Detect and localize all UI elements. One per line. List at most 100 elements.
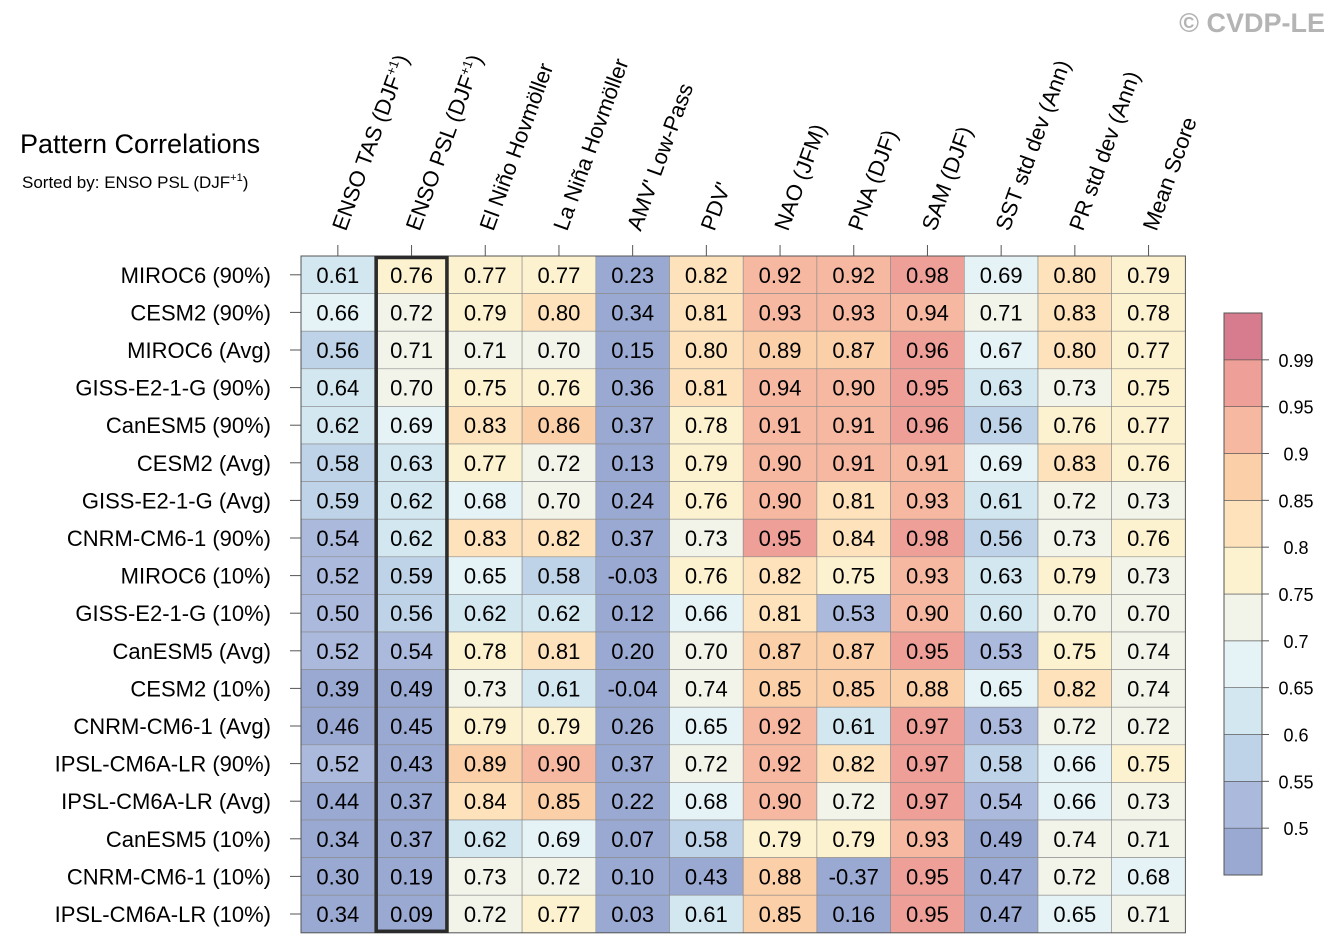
heatmap-cell (1111, 594, 1186, 633)
row-label: MIROC6 (90%) (121, 263, 271, 288)
cell-value: 0.59 (316, 488, 359, 513)
column-label: La Niña Hovmöller (548, 55, 633, 234)
heatmap-cell (595, 631, 670, 670)
cell-value: 0.37 (390, 789, 433, 814)
cell-value: 0.53 (832, 601, 875, 626)
cell-value: 0.82 (759, 564, 802, 589)
cell-value: 0.90 (538, 752, 581, 777)
cell-value: 0.93 (906, 564, 949, 589)
heatmap-cell (669, 782, 744, 821)
cell-value: 0.37 (611, 413, 654, 438)
heatmap-cell (448, 556, 523, 595)
heatmap-cell (742, 594, 818, 633)
cell-value: 0.52 (316, 639, 359, 664)
cell-value: 0.75 (832, 564, 875, 589)
heatmap-cell (448, 857, 523, 896)
heatmap-cell (1037, 706, 1112, 746)
cell-value: 0.70 (538, 488, 581, 513)
cell-value: 0.81 (538, 639, 581, 664)
colorbar: 0.5 0.55 0.6 0.65 0.7 0.75 0.8 0.85 0.9 0.95 0.99 (1223, 312, 1314, 876)
cell-value: 0.96 (906, 413, 949, 438)
heatmap-cell (1037, 819, 1112, 858)
cell-value: 0.73 (464, 864, 507, 889)
cell-value: 0.85 (832, 676, 875, 701)
cell-value: 0.74 (1127, 676, 1170, 701)
heatmap-cell (816, 706, 891, 746)
cell-value: 0.37 (611, 526, 654, 551)
cell-value: 0.90 (906, 601, 949, 626)
heatmap-cell (1111, 556, 1186, 595)
row-label: CanESM5 (10%) (106, 827, 271, 852)
heatmap-cell (963, 518, 1039, 558)
cell-value: 0.61 (538, 676, 581, 701)
heatmap-cell (374, 556, 449, 595)
heatmap-cell (742, 518, 818, 558)
heatmap-cell (448, 368, 523, 407)
cell-value: 0.62 (538, 601, 581, 626)
heatmap-cell (1037, 556, 1112, 595)
cell-value: 0.85 (759, 676, 802, 701)
cell-value: 0.70 (685, 639, 728, 664)
cell-value: 0.69 (980, 263, 1023, 288)
column-label: PNA (DJF) (843, 126, 902, 233)
cell-value: 0.66 (1053, 789, 1096, 814)
cell-value: 0.72 (464, 902, 507, 927)
heatmap-cell (963, 857, 1039, 896)
cell-value: 0.66 (685, 601, 728, 626)
heatmap-cell (669, 406, 744, 445)
cell-value: 0.81 (685, 300, 728, 325)
heatmap-cell (1111, 481, 1186, 520)
cell-value: 0.92 (759, 263, 802, 288)
heatmap-cell (963, 255, 1039, 294)
column-label: PDV' (696, 179, 736, 234)
cell-value: 0.62 (390, 526, 433, 551)
heatmap-cell (1037, 481, 1112, 520)
cell-value: 0.15 (611, 338, 654, 363)
cell-value: 0.76 (1053, 413, 1096, 438)
heatmap-cell (963, 293, 1039, 332)
heatmap-cell (963, 669, 1039, 708)
cell-value: 0.52 (316, 752, 359, 777)
cell-value: 0.77 (1127, 338, 1170, 363)
cell-value: 0.43 (685, 864, 728, 889)
row-label: GISS-E2-1-G (90%) (75, 376, 271, 401)
heatmap-cell (374, 518, 449, 558)
cell-value: 0.92 (759, 714, 802, 739)
heatmap-cell (448, 706, 523, 746)
heatmap-cell (521, 481, 597, 520)
heatmap-cell (890, 556, 965, 595)
cell-value: 0.16 (832, 902, 875, 927)
cell-value: 0.81 (759, 601, 802, 626)
heatmap-cell (890, 368, 965, 407)
cell-value: 0.59 (390, 564, 433, 589)
heatmap-cell (890, 631, 965, 670)
heatmap-cell (963, 782, 1039, 821)
heatmap-cell (669, 669, 744, 708)
cell-value: 0.93 (759, 300, 802, 325)
row-label: CESM2 (10%) (130, 676, 271, 701)
cell-value: 0.72 (390, 300, 433, 325)
row-label: MIROC6 (Avg) (127, 338, 271, 363)
cell-value: 0.44 (316, 789, 359, 814)
cell-value: 0.37 (611, 752, 654, 777)
heatmap-cell (300, 293, 375, 332)
cell-value: 0.91 (832, 413, 875, 438)
cell-value: 0.58 (538, 564, 581, 589)
cell-value: 0.82 (1053, 676, 1096, 701)
cell-value: 0.70 (1053, 601, 1096, 626)
cell-value: 0.71 (390, 338, 433, 363)
cell-value: 0.79 (1053, 564, 1096, 589)
row-label: GISS-E2-1-G (10%) (75, 601, 271, 626)
cell-value: 0.60 (980, 601, 1023, 626)
watermark: © CVDP-LE (1179, 8, 1325, 38)
cell-value: 0.74 (685, 676, 728, 701)
cell-value: 0.79 (538, 714, 581, 739)
cell-value: 0.68 (464, 488, 507, 513)
cell-value: 0.49 (390, 676, 433, 701)
tick-marks (290, 245, 1150, 915)
colorbar-segment (1223, 687, 1263, 735)
cell-value: 0.81 (832, 488, 875, 513)
heatmap-cell (816, 518, 891, 558)
cell-value: 0.71 (464, 338, 507, 363)
cell-value: 0.65 (1053, 902, 1096, 927)
